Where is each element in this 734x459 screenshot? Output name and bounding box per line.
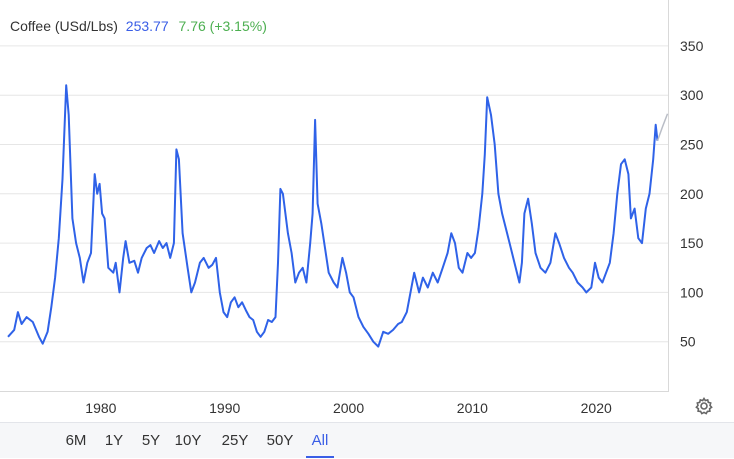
x-tick-label: 2000 bbox=[333, 400, 364, 416]
current-price: 253.77 bbox=[125, 18, 169, 34]
x-tick-label: 1980 bbox=[85, 400, 116, 416]
x-tick-label: 1990 bbox=[209, 400, 240, 416]
range-button-50y[interactable]: 50Y bbox=[266, 432, 294, 449]
y-tick-label: 300 bbox=[680, 87, 704, 103]
chart-area: Coffee (USd/Lbs) 253.77 7.76 (+3.15%) 50… bbox=[0, 0, 734, 422]
x-tick-label: 2010 bbox=[457, 400, 488, 416]
series-line bbox=[7, 84, 659, 348]
range-button-25y[interactable]: 25Y bbox=[221, 432, 249, 449]
x-axis: 1980 1990 2000 2010 2020 bbox=[85, 400, 612, 416]
y-tick-label: 150 bbox=[680, 235, 704, 251]
chart-header: Coffee (USd/Lbs) 253.77 7.76 (+3.15%) bbox=[10, 18, 267, 34]
instrument-name: Coffee (USd/Lbs) bbox=[10, 18, 118, 34]
gear-icon[interactable] bbox=[694, 396, 714, 416]
gridlines bbox=[0, 0, 669, 392]
y-tick-label: 350 bbox=[680, 38, 704, 54]
x-tick-label: 2020 bbox=[581, 400, 612, 416]
y-tick-label: 100 bbox=[680, 284, 704, 300]
range-button-1y[interactable]: 1Y bbox=[104, 432, 124, 449]
price-chart[interactable]: 50 100 150 200 250 300 350 1980 1990 2000 2010 202… bbox=[0, 0, 734, 422]
live-tail-line bbox=[656, 113, 669, 142]
y-tick-label: 250 bbox=[680, 137, 704, 153]
y-axis: 50 100 150 200 250 300 350 bbox=[680, 38, 704, 350]
range-button-all[interactable]: All bbox=[306, 423, 334, 458]
series bbox=[7, 84, 669, 348]
range-button-6m[interactable]: 6M bbox=[65, 432, 87, 449]
price-change: 7.76 (+3.15%) bbox=[178, 18, 267, 34]
y-tick-label: 200 bbox=[680, 186, 704, 202]
range-button-10y[interactable]: 10Y bbox=[174, 432, 202, 449]
range-button-5y[interactable]: 5Y bbox=[141, 432, 161, 449]
y-tick-label: 50 bbox=[680, 334, 696, 350]
range-selector: 6M 1Y 5Y 10Y 25Y 50Y All bbox=[0, 422, 734, 458]
